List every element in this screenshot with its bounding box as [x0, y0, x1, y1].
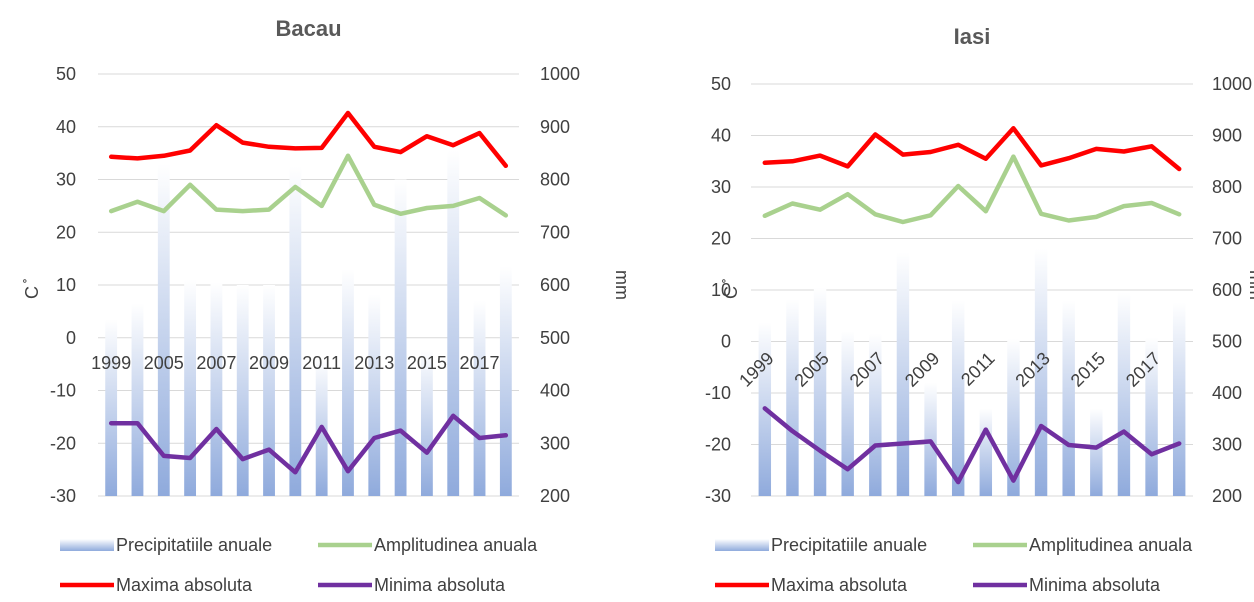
- iasi-y-left-tick: 50: [711, 74, 731, 94]
- iasi-y-right-title: mm: [1246, 270, 1254, 300]
- bacau-precip-bar: [289, 166, 302, 496]
- bacau-y-right-tick: 600: [540, 275, 570, 295]
- iasi-y-right-tick: 700: [1212, 229, 1242, 249]
- bacau-legend-label-amplitudinea-anuala: Amplitudinea anuala: [374, 535, 538, 555]
- bacau-chart-title: Bacau: [275, 16, 341, 41]
- iasi-y-right-tick: 400: [1212, 383, 1242, 403]
- iasi-y-left-title: C ̊: [721, 279, 741, 299]
- bacau-y-right-title: mm: [612, 270, 627, 300]
- bacau-y-left-tick: 40: [56, 117, 76, 137]
- bacau-y-left-tick: -20: [50, 433, 76, 453]
- bacau-precip-bar: [236, 285, 249, 496]
- iasi-y-left-tick: -20: [705, 435, 731, 455]
- bacau-x-tick: 2011: [302, 353, 341, 373]
- bacau-legend-swatch-precipitatiile-anuale: [60, 539, 114, 551]
- iasi-precip-bar: [1172, 302, 1186, 496]
- iasi-precip-bar: [951, 300, 965, 496]
- bacau-y-left-tick: -10: [50, 381, 76, 401]
- bacau-precip-bar: [394, 179, 407, 496]
- bacau-precip-bar: [157, 163, 170, 497]
- bacau-y-left-title: C ̊: [22, 279, 42, 299]
- bacau-precip-bar: [447, 150, 460, 497]
- iasi-precip-bar: [1090, 408, 1103, 496]
- iasi-precip-bar: [786, 299, 799, 496]
- bacau-maxima-absoluta-line: [108, 110, 509, 169]
- bacau-y-right-tick: 1000: [540, 64, 580, 84]
- iasi-amplitudinea-anuala-line: [762, 154, 1182, 225]
- iasi-y-left-tick: 20: [711, 229, 731, 249]
- bacau-minima-absoluta-line: [108, 413, 509, 475]
- iasi-precip-bar: [1007, 338, 1020, 496]
- bacau-y-right-tick: 800: [540, 170, 570, 190]
- chart-bacau: Bacau -30 -20 -10 0 10 20 30 40 50 200 300 400 500 600…: [22, 16, 627, 595]
- bacau-x-tick: 2005: [144, 353, 184, 373]
- iasi-chart-title: Iasi: [954, 24, 991, 49]
- iasi-precip-bar: [896, 252, 910, 496]
- bacau-precip-bar: [342, 269, 354, 496]
- iasi-y-right-tick: 1000: [1212, 74, 1252, 94]
- iasi-legend-label-amplitudinea-anuala: Amplitudinea anuala: [1029, 535, 1193, 555]
- bacau-x-tick: 2015: [407, 353, 447, 373]
- iasi-precip-bar: [979, 408, 993, 496]
- bacau-x-tick: 2013: [354, 353, 394, 373]
- bacau-amplitudinea-anuala-line: [108, 153, 509, 218]
- iasi-precip-bar: [1117, 292, 1131, 496]
- bacau-y-left-tick: 30: [56, 170, 76, 190]
- iasi-y-left-tick: 40: [711, 126, 731, 146]
- bacau-x-tick: 2007: [196, 353, 236, 373]
- iasi-legend-label-maxima-absoluta: Maxima absoluta: [771, 575, 908, 595]
- iasi-y-right-tick: 200: [1212, 486, 1242, 506]
- bacau-y-right-tick: 900: [540, 117, 570, 137]
- bacau-legend-label-minima-absoluta: Minima absoluta: [374, 575, 506, 595]
- bacau-precip-bar: [184, 279, 197, 496]
- bacau-precip-bar: [131, 303, 144, 496]
- bacau-y-right-tick: 400: [540, 381, 570, 401]
- iasi-y-right-tick: 300: [1212, 435, 1242, 455]
- iasi-precip-bar: [841, 331, 854, 496]
- iasi-maxima-absoluta-line: [762, 126, 1182, 172]
- bacau-x-tick: 2009: [249, 353, 289, 373]
- bacau-y-right-tick: 700: [540, 222, 570, 242]
- iasi-y-left-tick: 0: [721, 332, 731, 352]
- bacau-y-left-tick: 10: [56, 275, 76, 295]
- bacau-legend-label-maxima-absoluta: Maxima absoluta: [116, 575, 253, 595]
- iasi-precip-bar: [869, 333, 882, 496]
- bacau-precip-bar: [368, 294, 381, 496]
- iasi-precip-bar: [1062, 300, 1075, 496]
- iasi-legend-label-minima-absoluta: Minima absoluta: [1029, 575, 1161, 595]
- chart-iasi: Iasi -30 -20 -10 0 10 20 30 40 50 200 300 400 500 600 7…: [627, 0, 1254, 602]
- bacau-precip-bar: [473, 300, 486, 496]
- iasi-legend-label-precipitatiile-anuale: Precipitatiile anuale: [771, 535, 927, 555]
- iasi-precip-bar: [1145, 337, 1158, 496]
- bacau-y-right-tick: 300: [540, 433, 570, 453]
- iasi-y-right-tick: 800: [1212, 177, 1242, 197]
- bacau-y-left-tick: 50: [56, 64, 76, 84]
- bacau-y-right-tick: 500: [540, 328, 570, 348]
- bacau-x-tick: 1999: [91, 353, 131, 373]
- iasi-y-left-tick: 10: [711, 280, 731, 300]
- iasi-precip-bar: [813, 287, 827, 496]
- bacau-x-tick: 2017: [460, 353, 500, 373]
- bacau-precip-bar: [420, 349, 433, 496]
- iasi-y-left-tick: 30: [711, 177, 731, 197]
- iasi-y-right-tick: 600: [1212, 280, 1242, 300]
- bacau-y-right-tick: 200: [540, 486, 570, 506]
- chart-iasi-svg: Iasi -30 -20 -10 0 10 20 30 40 50 200 300 400 500 600 7…: [705, 24, 1254, 595]
- bacau-precip-bar: [210, 282, 223, 496]
- iasi-y-left-tick: -10: [705, 383, 731, 403]
- iasi-minima-absoluta-line: [762, 406, 1182, 485]
- iasi-y-right-tick: 900: [1212, 126, 1242, 146]
- bacau-legend-label-precipitatiile-anuale: Precipitatiile anuale: [116, 535, 272, 555]
- iasi-x-tick: 1999: [735, 348, 777, 390]
- iasi-y-right-tick: 500: [1212, 332, 1242, 352]
- bacau-y-left-tick: 20: [56, 222, 76, 242]
- bacau-precip-bar: [263, 285, 275, 496]
- chart-bacau-svg: Bacau -30 -20 -10 0 10 20 30 40 50 200 300 400 500 600…: [22, 16, 627, 595]
- iasi-legend-swatch-precipitatiile-anuale: [715, 539, 769, 551]
- iasi-y-left-tick: -30: [705, 486, 731, 506]
- bacau-y-left-tick: 0: [66, 328, 76, 348]
- bacau-precip-bar: [499, 266, 512, 496]
- bacau-precip-bar: [105, 319, 118, 496]
- bacau-y-left-tick: -30: [50, 486, 76, 506]
